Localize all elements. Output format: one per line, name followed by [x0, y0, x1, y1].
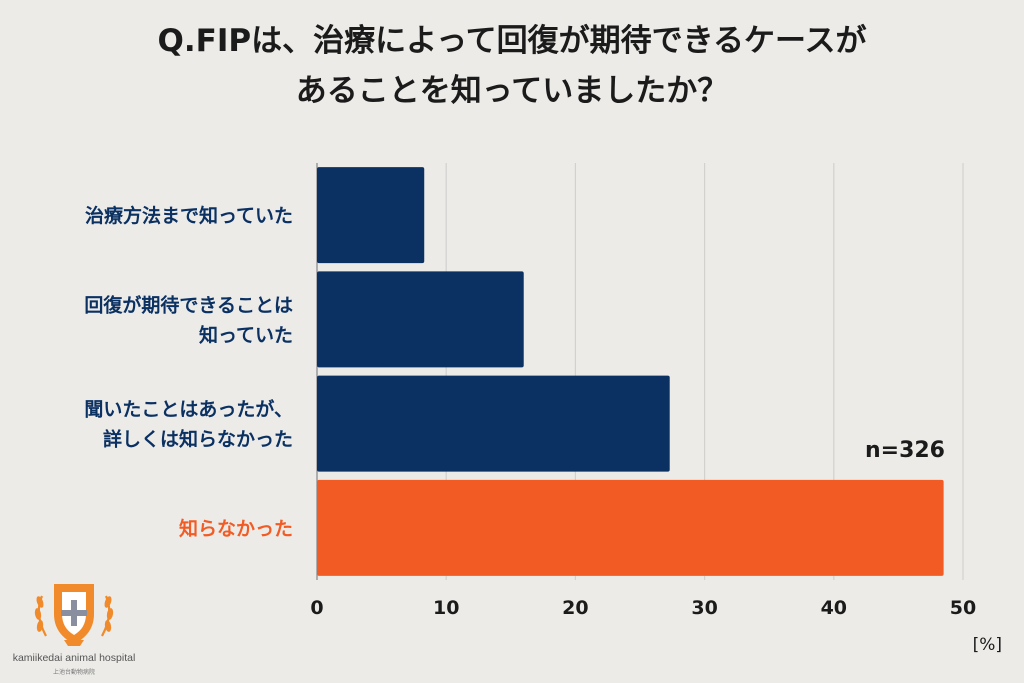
category-label: 知っていた: [199, 323, 293, 346]
bar: [317, 375, 670, 472]
logo-name: kamiikedai animal hospital: [12, 652, 136, 664]
category-label: 知らなかった: [179, 517, 293, 540]
x-tick-label: 30: [691, 597, 717, 619]
category-label: 治療方法まで知っていた: [85, 204, 293, 227]
bars: [317, 167, 944, 576]
unit-label: [%]: [973, 635, 1002, 655]
chart-title: Q.FIPは、治療によって回復が期待できるケースが あることを知っていましたか？: [0, 16, 1024, 116]
x-tick-label: 10: [433, 597, 459, 619]
x-tick-label: 50: [950, 597, 976, 619]
sample-size-annotation: n=326: [865, 438, 945, 463]
title-line-1: Q.FIPは、治療によって回復が期待できるケースが: [157, 23, 867, 59]
bar: [317, 167, 425, 264]
x-tick-label: 0: [310, 597, 323, 619]
logo-subtitle: 上池台動物病院: [52, 669, 95, 676]
x-tick-label: 40: [821, 597, 847, 619]
bar: [317, 271, 524, 368]
bar: [317, 479, 944, 576]
category-label: 詳しくは知らなかった: [103, 428, 293, 451]
x-tick-labels: 0 10 20 30 40 50: [310, 597, 976, 619]
shield-icon: [34, 584, 114, 646]
category-labels: 治療方法まで知っていた回復が期待できることは知っていた聞いたことはあったが、詳し…: [84, 204, 293, 540]
hospital-logo: kamiikedai animal hospital 上池台動物病院: [4, 574, 144, 678]
category-label: 回復が期待できることは: [84, 293, 293, 316]
title-line-2: あることを知っていましたか？: [295, 73, 729, 109]
category-label: 聞いたことはあったが、: [84, 398, 293, 421]
x-tick-label: 20: [562, 597, 588, 619]
